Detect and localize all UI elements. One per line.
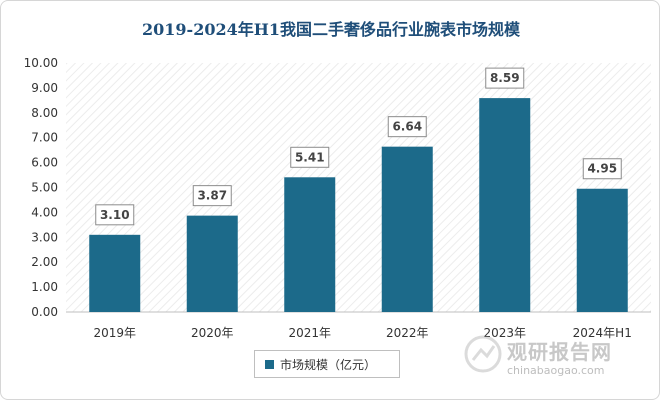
y-tick-label: 5.00 [31,181,58,195]
bar [381,146,433,312]
y-tick-label: 10.00 [24,56,58,70]
y-tick-label: 1.00 [31,280,58,294]
x-tick-label: 2019年 [93,326,136,340]
watermark-url: chinabaogao.com [507,364,605,377]
y-tick-label: 4.00 [31,205,58,219]
y-tick-label: 3.00 [31,230,58,244]
data-label: 8.59 [490,71,520,85]
y-tick-label: 9.00 [31,81,58,95]
legend: 市场规模（亿元） [254,350,400,378]
data-label-box [387,116,427,138]
x-tick-label: 2023年 [483,326,526,340]
chart-title: 2019-2024年H1我国二手奢侈品行业腕表市场规模 [142,20,520,39]
bar [576,188,628,312]
y-tick-label: 6.00 [31,156,58,170]
data-label: 3.10 [100,208,130,222]
bar [284,177,336,312]
watermark-text: 观研报告网 [507,340,612,364]
data-label-box [485,67,525,89]
y-tick-label: 7.00 [31,131,58,145]
x-tick-label: 2024年H1 [573,326,632,340]
y-tick-label: 8.00 [31,106,58,120]
y-tick-label: 2.00 [31,255,58,269]
data-label: 6.64 [392,120,422,134]
data-label-box [290,146,330,168]
data-label-box [95,204,135,226]
x-tick-label: 2021年 [288,326,331,340]
bar [186,215,238,312]
data-label-box [192,185,232,207]
legend-label: 市场规模（亿元） [280,357,377,372]
x-tick-label: 2022年 [386,326,429,340]
watermark-logo-icon [464,335,502,373]
data-label: 5.41 [295,150,325,164]
watermark: 观研报告网 chinabaogao.com [463,334,643,384]
y-tick-label: 0.00 [31,305,58,319]
data-label-box [582,158,622,180]
bar [479,98,531,312]
data-label: 4.95 [587,162,617,176]
x-tick-label: 2020年 [191,326,234,340]
bar [89,234,141,312]
legend-swatch [265,359,274,369]
data-label: 3.87 [197,189,227,203]
plot-area [66,63,651,312]
